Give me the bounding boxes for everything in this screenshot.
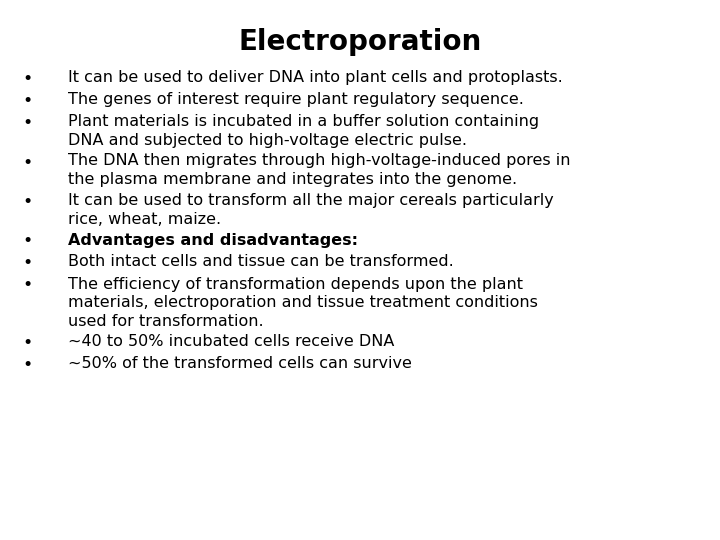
Text: •: •: [22, 355, 32, 374]
Text: ~40 to 50% incubated cells receive DNA: ~40 to 50% incubated cells receive DNA: [68, 334, 395, 348]
Text: The DNA then migrates through high-voltage-induced pores in
the plasma membrane : The DNA then migrates through high-volta…: [68, 153, 570, 187]
Text: Electroporation: Electroporation: [238, 28, 482, 56]
Text: The genes of interest require plant regulatory sequence.: The genes of interest require plant regu…: [68, 92, 524, 107]
Text: •: •: [22, 254, 32, 273]
Text: The efficiency of transformation depends upon the plant
materials, electroporati: The efficiency of transformation depends…: [68, 276, 538, 329]
Text: Both intact cells and tissue can be transformed.: Both intact cells and tissue can be tran…: [68, 254, 454, 269]
Text: •: •: [22, 193, 32, 211]
Text: •: •: [22, 70, 32, 88]
Text: •: •: [22, 334, 32, 352]
Text: It can be used to deliver DNA into plant cells and protoplasts.: It can be used to deliver DNA into plant…: [68, 70, 563, 85]
Text: ~50% of the transformed cells can survive: ~50% of the transformed cells can surviv…: [68, 355, 412, 370]
Text: Advantages and disadvantages:: Advantages and disadvantages:: [68, 233, 358, 247]
Text: •: •: [22, 153, 32, 172]
Text: •: •: [22, 233, 32, 251]
Text: Plant materials is incubated in a buffer solution containing
DNA and subjected t: Plant materials is incubated in a buffer…: [68, 114, 539, 147]
Text: •: •: [22, 92, 32, 110]
Text: •: •: [22, 114, 32, 132]
Text: It can be used to transform all the major cereals particularly
rice, wheat, maiz: It can be used to transform all the majo…: [68, 193, 554, 227]
Text: •: •: [22, 276, 32, 294]
